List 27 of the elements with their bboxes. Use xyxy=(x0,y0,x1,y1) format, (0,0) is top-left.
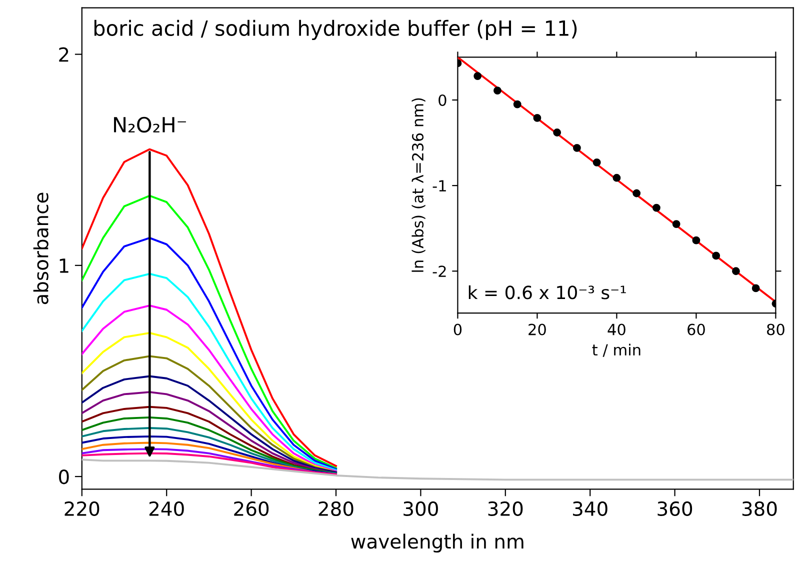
y-tick-label: 1 xyxy=(60,258,68,273)
y-tick-label: -2 xyxy=(432,266,446,277)
y-tick-label: 2 xyxy=(59,47,68,62)
text: boric acid / sodium hydroxide buffer (pH = 11) xyxy=(94,20,577,40)
x-tick-label: 60 xyxy=(688,324,705,336)
x-tick-label: 20 xyxy=(528,324,546,336)
x-tick-label: 300 xyxy=(404,501,438,516)
x-tick-label: 260 xyxy=(234,501,269,516)
y-axis-title: ln (Abs) (at λ=236 nm) xyxy=(412,98,426,272)
annotation: N₂O₂H⁻ xyxy=(114,116,186,133)
x-tick-label: 220 xyxy=(64,501,100,516)
x-tick-label: 280 xyxy=(318,501,354,516)
x-axis-title: wavelength in nm xyxy=(351,534,524,553)
y-tick-label: 0 xyxy=(438,94,446,106)
x-tick-label: 0 xyxy=(454,324,462,336)
x-tick-label: 240 xyxy=(149,501,184,516)
y-axis-title: absorbance xyxy=(33,192,48,304)
x-tick-label: 40 xyxy=(608,324,626,336)
x-tick-label: 80 xyxy=(767,324,784,336)
x-axis-title: t / min xyxy=(592,344,640,357)
x-tick-label: 360 xyxy=(658,501,692,516)
y-tick-label: -1 xyxy=(432,180,446,192)
x-tick-label: 320 xyxy=(488,501,523,516)
annotation: k = 0.6 x 10⁻³ s⁻¹ xyxy=(468,285,626,300)
x-tick-label: 380 xyxy=(742,501,777,516)
y-tick-label: 0 xyxy=(59,469,69,484)
x-tick-label: 340 xyxy=(573,501,608,516)
